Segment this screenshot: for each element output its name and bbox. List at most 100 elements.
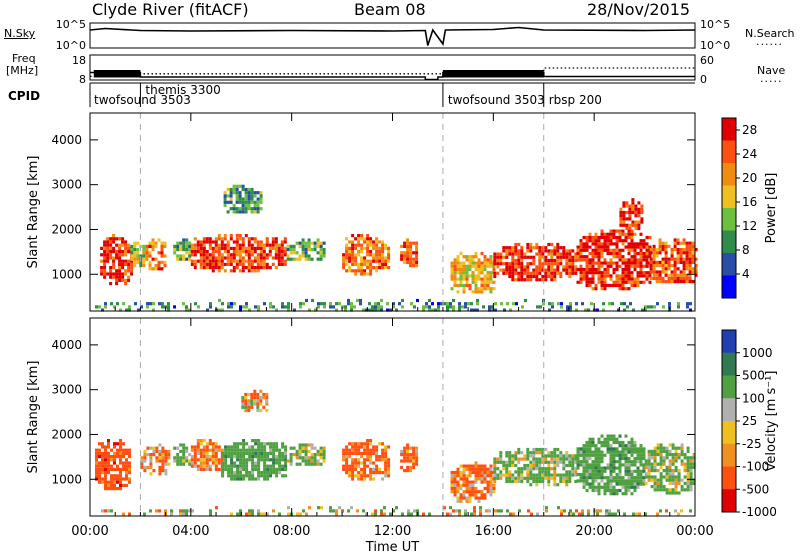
velocity-cell [257, 477, 261, 481]
power-cell [256, 253, 260, 257]
power-cell [338, 302, 341, 306]
power-cell [182, 238, 186, 242]
power-cell [314, 308, 317, 312]
power-cell [649, 257, 653, 261]
noise-tick-left-bottom: 10^0 [56, 39, 86, 52]
power-cell [381, 256, 385, 260]
velocity-cell [615, 450, 619, 454]
velocity-cell [600, 469, 604, 473]
velocity-cell [568, 457, 572, 461]
power-cell [229, 246, 233, 250]
power-cell [615, 267, 619, 272]
velocity-cell [656, 453, 660, 457]
velocity-cell [674, 449, 678, 453]
velocity-cell [348, 467, 352, 471]
power-cell [257, 305, 260, 309]
velocity-cell [214, 451, 218, 455]
velocity-cell [104, 445, 107, 449]
power-cell [277, 246, 281, 250]
velocity-cell [618, 456, 622, 461]
velocity-cell [615, 472, 619, 477]
velocity-cell [579, 476, 583, 480]
velocity-cell [227, 451, 231, 455]
power-cell [357, 250, 361, 254]
power-cell [280, 246, 284, 250]
velocity-cell [594, 447, 598, 451]
velocity-cell [313, 453, 317, 457]
power-cell [645, 277, 649, 281]
power-cell [256, 191, 260, 195]
velocity-cell [565, 451, 569, 455]
velocity-cell [656, 478, 660, 482]
velocity-cell [489, 486, 493, 491]
velocity-cell [493, 470, 497, 474]
power-cell [571, 262, 575, 266]
velocity-cell [233, 471, 237, 475]
power-cell [606, 232, 610, 236]
velocity-cell [644, 481, 648, 485]
power-cell [342, 266, 346, 270]
power-cell [688, 280, 692, 284]
power-cell [594, 232, 598, 236]
velocity-cell [360, 445, 364, 449]
velocity-cell [275, 461, 279, 465]
power-cell [121, 275, 125, 279]
velocity-cell [281, 442, 285, 446]
velocity-cell [630, 460, 634, 464]
power-cell [691, 251, 695, 255]
velocity-cell [335, 512, 338, 516]
velocity-cell [351, 461, 355, 465]
power-colorbar-segment [722, 253, 736, 276]
velocity-cell [512, 512, 515, 516]
power-cell [356, 298, 359, 303]
velocity-ylabel: Slant Range [km] [26, 361, 41, 474]
velocity-cell [208, 467, 212, 471]
power-cell [226, 256, 230, 260]
power-cell [496, 252, 500, 256]
power-cell [130, 259, 134, 263]
velocity-cell [574, 454, 578, 458]
power-cell [115, 253, 119, 257]
power-cell [362, 308, 365, 312]
velocity-cell [453, 490, 457, 494]
power-cell [491, 305, 494, 309]
power-cell [606, 283, 610, 288]
power-cell [597, 235, 601, 240]
velocity-cell [257, 467, 261, 471]
power-cell [649, 260, 653, 264]
power-cell [313, 248, 317, 252]
velocity-cell [247, 405, 251, 409]
power-cell [434, 308, 437, 312]
velocity-cell [241, 399, 245, 403]
power-cell [532, 255, 536, 259]
noise-sky-line [89, 26, 696, 46]
power-cell [679, 273, 683, 277]
velocity-cell [266, 471, 270, 475]
velocity-cell [351, 471, 355, 475]
velocity-cell [278, 467, 282, 471]
velocity-cell [360, 477, 364, 481]
power-cell [239, 305, 242, 309]
power-cell [471, 280, 475, 284]
power-cell [529, 271, 533, 275]
velocity-cell [680, 488, 684, 492]
power-cell [633, 267, 637, 272]
velocity-cell [609, 472, 613, 477]
velocity-cell [668, 443, 672, 447]
power-cell [375, 240, 379, 244]
velocity-cell [529, 467, 533, 471]
power-cell [360, 259, 364, 263]
power-cell [226, 187, 230, 192]
velocity-cell [289, 462, 293, 466]
velocity-cell [250, 405, 254, 409]
velocity-cell [266, 464, 270, 468]
velocity-cell [269, 464, 273, 468]
velocity-cell [532, 447, 536, 452]
velocity-cell [193, 455, 197, 459]
velocity-cell [233, 461, 237, 465]
velocity-cell [653, 488, 657, 492]
velocity-cell [281, 451, 285, 455]
velocity-cell [633, 476, 637, 480]
power-cell [238, 200, 242, 204]
velocity-cell [582, 444, 586, 448]
